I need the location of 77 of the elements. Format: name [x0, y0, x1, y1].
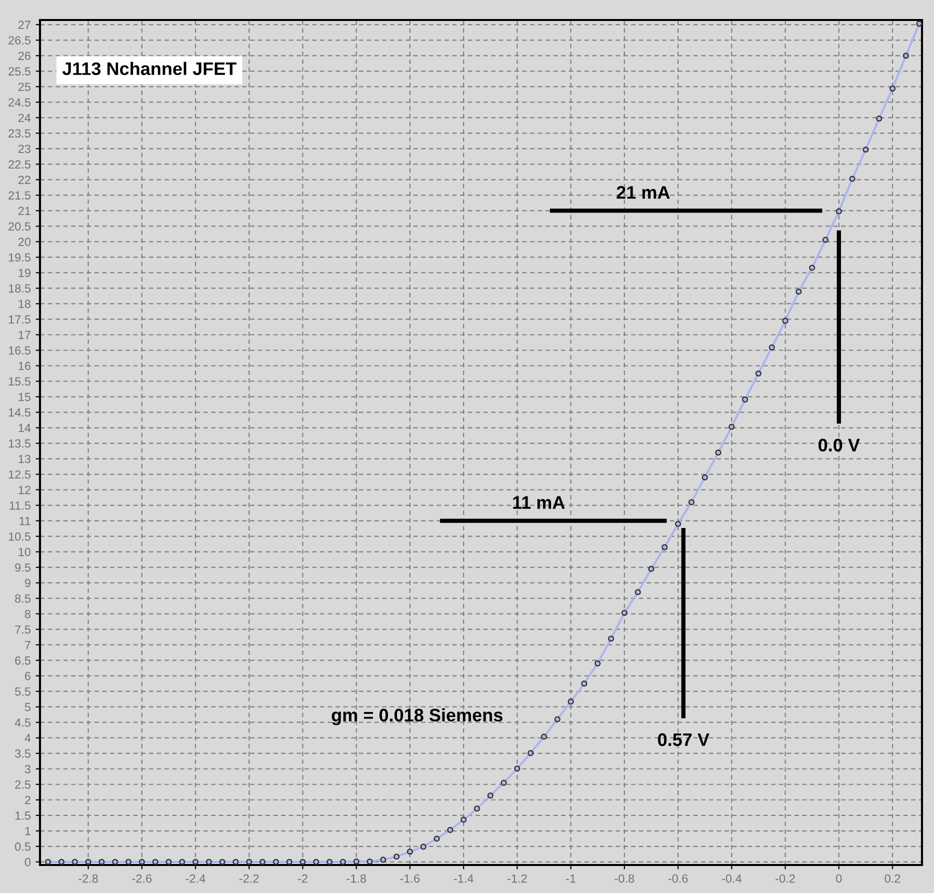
- y-tick-label: 2: [25, 796, 30, 804]
- y-tick-label: 14: [18, 424, 31, 432]
- y-tick-label: 0: [24, 858, 31, 866]
- y-tick-label: 9.5: [15, 563, 30, 572]
- x-tick-label: -2.8: [78, 874, 98, 883]
- y-tick-label: 14.5: [8, 408, 30, 417]
- y-tick-label: 21: [18, 206, 30, 215]
- x-tick-label: -1.2: [508, 874, 527, 883]
- y-tick-label: 10: [18, 548, 31, 556]
- y-tick-label: 4: [24, 734, 31, 742]
- y-tick-label: 26: [18, 52, 30, 60]
- y-tick-label: 16: [18, 362, 30, 370]
- y-tick-label: 23: [18, 144, 30, 154]
- x-tick-label: -1.6: [400, 874, 420, 883]
- y-tick-label: 15.5: [8, 377, 30, 386]
- annotation: 21 mA: [616, 186, 670, 199]
- y-tick-label: 18.5: [8, 284, 30, 293]
- y-tick-label: 13: [18, 454, 30, 464]
- y-tick-label: 4.5: [14, 718, 30, 727]
- y-tick-label: 1: [25, 827, 30, 836]
- x-tick-label: -0.8: [614, 874, 634, 883]
- x-tick-label: -1.4: [454, 874, 474, 883]
- y-tick-label: 2.5: [15, 780, 30, 789]
- y-tick-label: 25.5: [8, 67, 30, 76]
- y-tick-label: 17: [18, 330, 30, 340]
- annotation: 0.57 V: [658, 733, 710, 746]
- y-tick-label: 25: [18, 82, 30, 92]
- y-tick-label: 21.5: [8, 191, 30, 200]
- y-tick-label: 13.5: [8, 439, 30, 448]
- y-tick-label: 27: [18, 20, 30, 29]
- y-tick-label: 5.5: [15, 688, 30, 696]
- x-tick-label: -2.2: [239, 874, 259, 883]
- y-tick-label: 11: [20, 516, 30, 526]
- y-tick-label: 19.5: [8, 253, 30, 262]
- y-tick-label: 6: [25, 672, 30, 680]
- annotation: gm = 0.018 Siemens: [332, 708, 502, 726]
- x-tick-label: -0.2: [776, 874, 795, 883]
- y-tick-label: 3.5: [15, 749, 30, 758]
- x-tick-label: 0: [836, 874, 842, 883]
- x-tick-label: -1.8: [346, 874, 366, 883]
- y-tick-label: 8.5: [15, 594, 30, 603]
- y-tick-label: 24.5: [8, 98, 30, 107]
- y-tick-label: 8: [24, 610, 30, 618]
- y-tick-label: 12.5: [8, 470, 30, 479]
- x-tick-label: 0.2: [884, 874, 900, 883]
- y-tick-label: 3: [24, 764, 30, 774]
- y-tick-label: 26.5: [8, 36, 30, 45]
- y-tick-label: 17.5: [8, 315, 30, 324]
- y-tick-label: 18: [18, 300, 30, 308]
- y-tick-label: 12: [18, 486, 30, 494]
- annotation: 11 mA: [513, 496, 565, 509]
- annotation: 0.0 V: [818, 438, 860, 452]
- y-tick-label: 24: [18, 114, 31, 122]
- x-tick-label: -2.6: [132, 874, 152, 883]
- y-tick-label: 5: [24, 703, 30, 712]
- y-tick-label: 10.5: [8, 532, 30, 541]
- y-tick-label: 19: [18, 268, 30, 278]
- x-tick-label: -2.4: [186, 874, 206, 883]
- x-tick-label: -0.6: [668, 874, 688, 883]
- y-tick-label: 20.5: [8, 222, 30, 231]
- y-tick-label: 23.5: [8, 129, 30, 138]
- y-tick-label: 11.5: [10, 501, 30, 510]
- y-tick-label: 1.5: [15, 812, 30, 820]
- y-tick-label: 22.5: [8, 160, 30, 169]
- x-tick-label: -2: [298, 874, 308, 883]
- text: J113 Nchannel JFET: [62, 62, 236, 76]
- y-tick-label: 6.5: [15, 656, 30, 665]
- y-tick-label: 16.5: [8, 346, 30, 355]
- y-tick-label: 9: [24, 578, 30, 588]
- y-tick-label: 0.5: [15, 842, 30, 851]
- y-tick-label: 20: [18, 238, 31, 246]
- y-tick-label: 15: [18, 392, 30, 402]
- y-tick-label: 7.5: [15, 625, 30, 634]
- x-tick-label: -0.4: [722, 874, 742, 883]
- y-tick-label: 22: [18, 176, 30, 184]
- x-tick-label: -1: [566, 874, 576, 883]
- y-tick-label: 7: [25, 640, 30, 650]
